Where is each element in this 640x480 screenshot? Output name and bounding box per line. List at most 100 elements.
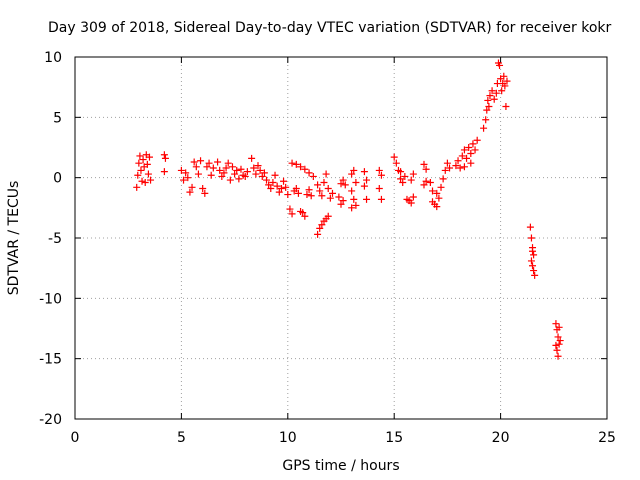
data-point <box>530 267 538 275</box>
data-point <box>203 163 211 171</box>
y-tick-label: -20 <box>39 412 62 428</box>
data-point <box>363 195 371 203</box>
data-point <box>443 159 451 167</box>
data-point <box>199 185 207 193</box>
data-point <box>456 164 464 172</box>
data-point <box>301 165 309 173</box>
x-tick-label: 0 <box>71 430 80 446</box>
data-point <box>197 157 205 165</box>
data-point <box>324 212 332 220</box>
x-tick-label: 5 <box>177 430 186 446</box>
data-point <box>267 185 275 193</box>
y-tick-label: 5 <box>53 110 62 126</box>
data-point <box>138 177 146 185</box>
chart-title: Day 309 of 2018, Sidereal Day-to-day VTE… <box>48 20 611 36</box>
data-point <box>375 166 383 174</box>
data-point <box>363 176 371 184</box>
data-point <box>235 175 243 183</box>
data-point <box>145 153 153 161</box>
y-tick-label: 10 <box>44 50 62 66</box>
data-point <box>322 170 330 178</box>
data-point <box>233 166 241 174</box>
data-point <box>182 169 190 177</box>
data-point <box>324 185 332 193</box>
y-tick-label: -10 <box>39 291 62 307</box>
x-tick-label: 10 <box>279 430 297 446</box>
data-point <box>490 95 498 103</box>
data-point <box>352 201 360 209</box>
data-point <box>147 176 155 184</box>
data-point <box>465 144 473 151</box>
data-point <box>501 82 509 90</box>
data-point <box>286 205 294 213</box>
data-point <box>328 189 336 197</box>
data-point <box>299 209 307 217</box>
data-point <box>486 92 494 100</box>
data-point <box>441 166 449 174</box>
data-point <box>422 165 430 173</box>
data-point <box>429 198 437 206</box>
data-point <box>258 172 266 180</box>
data-point <box>243 168 251 176</box>
data-point <box>184 174 192 182</box>
data-point <box>433 203 441 211</box>
data-point <box>297 163 305 171</box>
data-point <box>463 154 471 162</box>
data-point <box>454 157 462 165</box>
data-point <box>439 175 447 183</box>
data-point <box>301 212 309 220</box>
data-point <box>458 152 466 160</box>
data-point <box>271 171 279 179</box>
data-point <box>314 230 322 238</box>
data-point <box>226 176 234 184</box>
data-points <box>133 59 564 360</box>
data-point <box>460 146 468 154</box>
data-point <box>288 159 296 167</box>
tick-labels: 0 5 10 15 20 25 10 5 0 -5 -10 -15 -20 <box>39 50 616 446</box>
data-point <box>186 188 194 196</box>
y-axis-label: SDTVAR / TECUs <box>6 181 22 296</box>
data-point <box>222 164 230 172</box>
data-point <box>205 159 213 167</box>
data-point <box>269 178 277 186</box>
data-point <box>429 187 437 195</box>
data-point <box>460 163 468 171</box>
data-point <box>292 160 300 168</box>
data-point <box>284 191 292 199</box>
data-point <box>483 106 491 114</box>
data-point <box>143 160 151 168</box>
y-tick-label: -5 <box>48 231 62 247</box>
data-point <box>401 172 409 180</box>
data-point <box>492 89 500 97</box>
grid-lines <box>75 57 607 419</box>
data-point <box>555 323 563 331</box>
data-point <box>397 175 405 183</box>
x-tick-label: 15 <box>385 430 403 446</box>
data-point <box>231 170 239 178</box>
data-point <box>552 320 560 328</box>
data-point <box>377 171 385 179</box>
data-point <box>260 169 268 177</box>
data-point <box>194 170 202 178</box>
data-point <box>218 172 226 180</box>
data-point <box>133 183 141 191</box>
data-point <box>377 195 385 203</box>
data-point <box>527 257 535 265</box>
data-point <box>467 159 475 167</box>
data-point <box>529 247 537 255</box>
data-point <box>498 87 506 95</box>
data-point <box>339 197 347 205</box>
data-point <box>141 178 149 186</box>
data-point <box>335 193 343 201</box>
data-point <box>292 185 300 193</box>
x-tick-label: 25 <box>598 430 616 446</box>
data-point <box>485 102 493 110</box>
data-point <box>392 159 400 167</box>
x-axis-label: GPS time / hours <box>282 458 399 474</box>
y-tick-label: 0 <box>53 171 62 187</box>
data-point <box>224 159 232 167</box>
data-point <box>469 140 477 148</box>
data-point <box>482 116 490 124</box>
data-point <box>160 168 168 176</box>
data-point <box>275 188 283 196</box>
